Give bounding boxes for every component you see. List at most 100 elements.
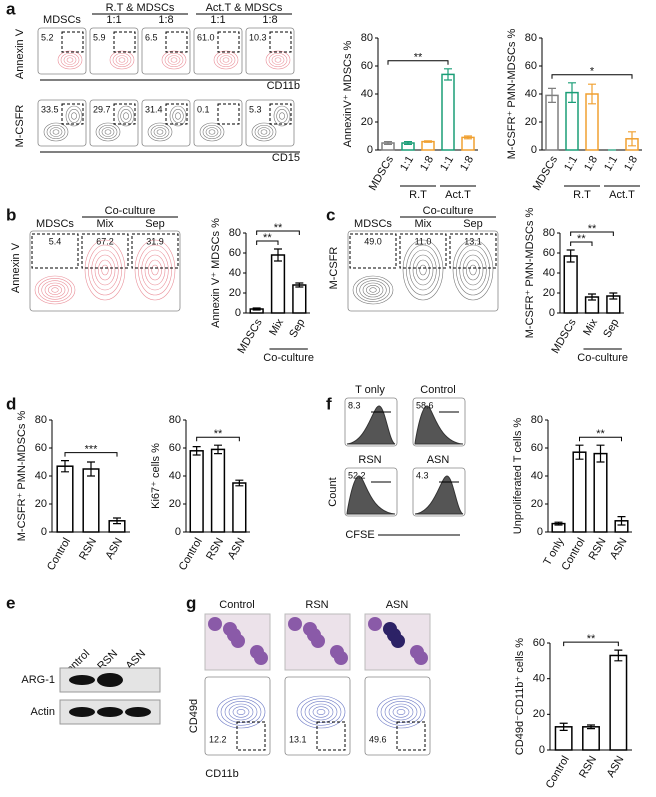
contour [409,249,437,291]
error-bar [609,292,618,300]
contour [117,105,135,127]
y-axis-label: CD49d⁻CD11b⁺ cells % [514,638,526,755]
x-tick-label: Control [177,536,205,573]
error-bar [404,141,412,145]
plot-title: Control [420,384,455,396]
y-tick-label: 80 [531,414,543,426]
contour [88,244,122,296]
contour [150,124,170,140]
error-bar [588,83,596,105]
contour [254,124,274,140]
error-bar [548,87,556,103]
contour [109,50,135,70]
contour [396,709,406,715]
group-label: Act.T [445,189,471,201]
cell [223,622,237,636]
x-tick-label: ASN [226,536,248,562]
gate-value: 8.3 [348,400,361,410]
plot-frame [29,230,181,312]
contour [98,259,112,281]
x-tick-label: Mix [267,317,286,338]
gate-value: 6.5 [145,32,158,42]
gate [269,31,292,53]
y-tick-label: 60 [169,442,181,454]
contour [352,275,394,305]
contour [376,695,426,729]
contour [316,709,326,715]
significance-bracket [256,240,279,245]
y-tick-label: 60 [361,60,373,72]
error-bar [444,68,452,81]
contour [94,254,116,286]
column-label: Sep [463,218,483,230]
y-axis-label: M-CSFR⁺ PMN-MDSCs % [524,208,536,339]
contour [41,280,69,300]
contour [43,122,69,142]
gate-value: 67.2 [96,236,114,246]
y-tick-label: 80 [35,414,47,426]
error-bar [566,249,575,263]
error-bar [295,282,304,288]
contour [46,124,66,140]
contour [216,52,236,68]
cell [250,645,264,659]
contour [49,127,63,137]
significance-bracket [570,231,614,236]
gate [165,103,188,125]
contour [366,285,380,295]
x-tick-label: 1:8 [458,154,476,173]
y-tick-label: 0 [537,526,543,538]
contour [228,703,254,721]
error-bar [274,248,282,262]
contour [141,249,169,291]
contour [48,285,62,295]
contour [380,698,422,726]
contour [300,698,342,726]
group-label: Act.T [609,189,635,201]
contour [202,124,222,140]
error-bar [554,521,563,526]
contour [312,706,330,718]
gate-value: 12.2 [209,734,227,744]
cell [303,622,317,636]
contour [356,278,390,302]
x-tick-label: Mix [581,317,600,338]
x-tick-label: 1:1 [562,154,580,173]
group-label: Co-culture [263,352,314,364]
gate-value: 5.2 [41,32,54,42]
gate-value: 5.3 [249,104,262,114]
axis-label: CFSE [345,529,374,541]
y-axis-label: Unproliferated T cells % [512,418,524,535]
y-tick-label: 20 [229,287,241,299]
panel-letter: f [326,394,332,413]
contour [98,124,118,140]
error-bar [235,479,244,487]
error-bar [588,293,596,301]
panel-letter: e [6,593,15,612]
contour [251,122,277,142]
blot-label: Actin [31,706,55,718]
contour [52,129,60,135]
group-header: Co-culture [423,205,474,217]
gate-value: 49.6 [369,734,387,744]
significance-label: ** [414,52,423,64]
band [69,675,95,685]
x-tick-label: 1:8 [622,154,640,173]
contour [276,109,288,123]
contour [57,50,83,70]
axis-label: Count [327,477,339,506]
contour [169,105,187,127]
contour [164,52,184,68]
group-label: R.T [409,189,427,201]
cell [330,645,344,659]
contour [406,244,440,296]
group-label: Co-culture [577,352,628,364]
x-tick-label: 1:8 [418,154,436,173]
column-label: MDSCs [43,14,81,26]
bar [189,450,204,533]
column-label: 1:8 [262,14,277,26]
contour [115,55,129,65]
y-tick-label: 20 [543,287,555,299]
contour [456,244,490,296]
error-bar [252,307,261,311]
